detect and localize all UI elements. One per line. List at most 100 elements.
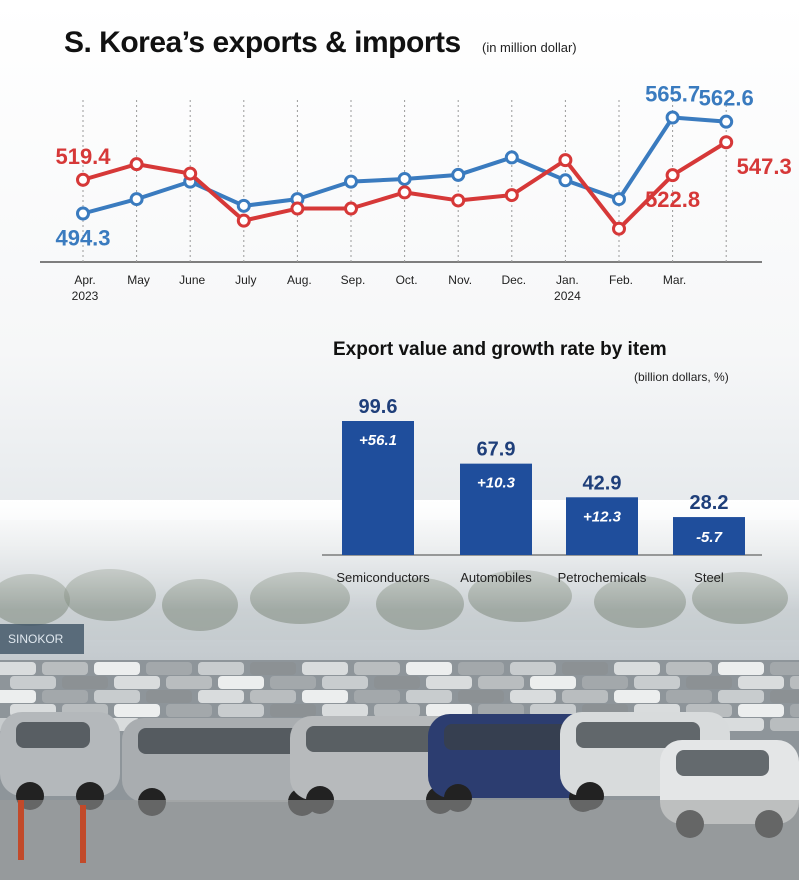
car [374, 704, 420, 717]
bar [566, 497, 638, 555]
data-point [612, 221, 626, 236]
car-window [576, 722, 700, 748]
car [614, 690, 660, 703]
car [198, 690, 244, 703]
bar-growth-label: +10.3 [477, 475, 516, 492]
bar-category-label: Steel [694, 570, 724, 585]
data-point [665, 168, 680, 183]
car [510, 662, 556, 675]
x-tick-label: Aug. [287, 273, 312, 287]
car [166, 704, 212, 717]
car-window [138, 728, 302, 754]
x-tick-label: Apr. [74, 273, 95, 287]
data-point [344, 201, 358, 216]
parked-cars [0, 662, 799, 838]
car [146, 690, 192, 703]
bar-category-label: Semiconductors [336, 570, 430, 585]
car [686, 676, 732, 689]
data-point [236, 198, 251, 213]
car [166, 676, 212, 689]
series-red [76, 135, 734, 236]
data-label: 494.3 [55, 225, 110, 250]
car [458, 690, 504, 703]
bar-chart-title: Export value and growth rate by item [333, 339, 667, 360]
data-label: 562.6 [699, 86, 754, 111]
car-window [444, 724, 583, 750]
data-point [612, 192, 626, 207]
bar-category-label: Petrochemicals [558, 570, 647, 585]
data-point [558, 173, 573, 188]
car [270, 676, 316, 689]
car [0, 690, 36, 703]
bar [342, 421, 414, 555]
car [478, 676, 524, 689]
bar-value-label: 28.2 [690, 492, 729, 514]
sign-text: SINOKOR [8, 632, 64, 646]
car [770, 662, 799, 675]
data-point [719, 114, 734, 129]
export-value-bar-chart: 99.6 +56.1 Semiconductors 67.9 +10.3 Automobi… [322, 396, 762, 585]
x-tick-label: Dec. [501, 273, 526, 287]
data-point [504, 150, 519, 165]
bar-category-label: Automobiles [460, 570, 532, 585]
car-window [306, 726, 440, 752]
car [250, 662, 296, 675]
data-point [129, 192, 144, 207]
data-label: 522.8 [645, 187, 700, 212]
car [478, 704, 524, 717]
car [114, 676, 160, 689]
data-point [504, 188, 519, 203]
car [146, 662, 192, 675]
car [666, 662, 712, 675]
x-tick-label: Oct. [396, 273, 418, 287]
car [510, 690, 556, 703]
x-tick-label: Jan. [556, 273, 579, 287]
x-tick-label: Mar. [663, 273, 686, 287]
car [62, 676, 108, 689]
car [198, 662, 244, 675]
car [354, 690, 400, 703]
car [718, 690, 764, 703]
car [458, 662, 504, 675]
car [322, 704, 368, 717]
car [790, 704, 799, 717]
car [426, 704, 472, 717]
data-point [76, 206, 90, 221]
car [406, 662, 452, 675]
data-label: 519.4 [55, 144, 111, 169]
page-title: S. Korea’s exports & imports [64, 26, 461, 59]
car [666, 690, 712, 703]
data-point [558, 153, 573, 168]
car [718, 662, 764, 675]
car [530, 704, 576, 717]
data-point [76, 172, 90, 187]
car [218, 676, 264, 689]
x-tick-label: May [127, 273, 150, 287]
car-window [16, 722, 90, 748]
car [406, 690, 452, 703]
data-point [719, 135, 734, 150]
car [42, 662, 88, 675]
series-blue [76, 110, 734, 221]
data-point [129, 157, 144, 172]
data-point [665, 110, 680, 125]
bar-value-label: 42.9 [583, 472, 622, 494]
bar-value-label: 99.6 [359, 396, 398, 418]
bar [673, 517, 745, 555]
car [770, 690, 799, 703]
car [530, 676, 576, 689]
car [270, 704, 316, 717]
car [94, 690, 140, 703]
unit-label: (in million dollar) [482, 40, 577, 55]
x-tick-year: 2023 [72, 289, 99, 303]
data-point [183, 166, 198, 181]
car-window [676, 750, 769, 776]
data-point [451, 167, 466, 182]
car [302, 662, 348, 675]
car [354, 662, 400, 675]
car [634, 676, 680, 689]
car [562, 690, 608, 703]
car [0, 662, 36, 675]
car [718, 718, 764, 731]
